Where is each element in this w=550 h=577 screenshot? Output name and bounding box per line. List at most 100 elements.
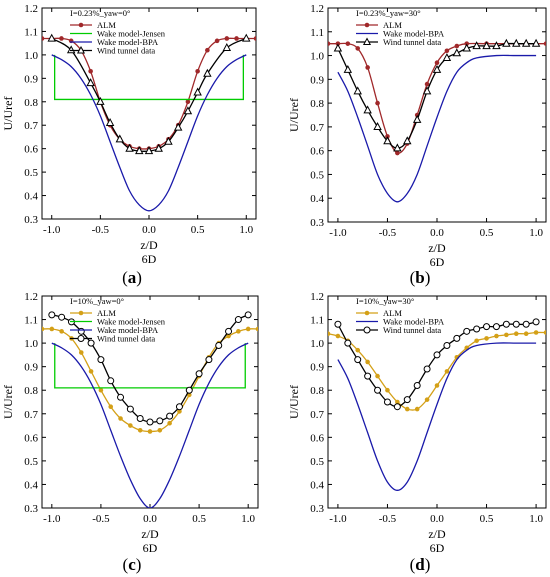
y-tick-label-a: 0.4 xyxy=(24,191,38,203)
data-point-a xyxy=(222,42,232,51)
data-point-b xyxy=(444,48,450,54)
y-tick-label-c: 1.1 xyxy=(24,315,38,327)
data-point-d xyxy=(404,406,410,412)
x-axis-label-a: z/D xyxy=(140,238,158,252)
data-point-c xyxy=(166,412,174,420)
data-point-d xyxy=(474,338,479,344)
x-tick-label-d: 0.0 xyxy=(430,513,444,525)
y-tick-label-d: 1.0 xyxy=(310,338,324,350)
x-tick-label-d: 1.0 xyxy=(529,513,543,525)
y-tick-label-d: 1.2 xyxy=(310,291,324,303)
x-tick-label-d: -0.5 xyxy=(379,513,397,525)
x-axis-sublabel-a: 6D xyxy=(142,252,157,266)
panel-d-label: (d) xyxy=(410,555,431,574)
data-point-d xyxy=(494,333,499,339)
data-point-c xyxy=(236,329,241,334)
data-point-c xyxy=(226,333,231,339)
y-tick-label-b: 1.2 xyxy=(310,3,324,15)
data-point-c xyxy=(126,405,134,413)
y-tick-label-b: 0.5 xyxy=(310,169,324,181)
data-point-d xyxy=(523,331,529,336)
y-tick-label-c: 0.3 xyxy=(24,503,38,515)
y-tick-label-d: 0.4 xyxy=(310,479,324,491)
data-point-c xyxy=(58,313,66,321)
data-point-b xyxy=(393,143,402,152)
legend-label-d: Wind tunnel data xyxy=(383,325,441,335)
data-point-b xyxy=(521,38,531,47)
data-point-a xyxy=(115,134,125,143)
y-tick-label-d: 1.1 xyxy=(310,315,324,327)
legend-label-a: ALM xyxy=(97,20,116,30)
series-line-d xyxy=(328,331,546,411)
data-point-c xyxy=(87,339,95,347)
y-axis-label-c: U/Uref xyxy=(1,385,15,419)
data-point-d xyxy=(444,369,450,374)
data-point-b xyxy=(353,86,362,95)
x-tick-label-a: -0.5 xyxy=(92,224,110,236)
data-point-a xyxy=(144,146,154,155)
series-line-c xyxy=(51,342,249,508)
data-point-b xyxy=(512,38,521,47)
y-tick-label-b: 1.1 xyxy=(310,27,324,39)
data-point-b xyxy=(472,41,481,50)
data-point-c xyxy=(77,327,85,335)
series-line-a xyxy=(54,54,244,101)
data-point-c xyxy=(156,417,164,425)
data-point-b xyxy=(412,114,422,123)
data-point-c xyxy=(167,420,172,426)
data-point-d xyxy=(344,339,352,347)
data-point-d xyxy=(504,332,509,338)
data-point-a xyxy=(224,36,230,41)
data-point-d xyxy=(424,397,430,402)
chart-title-d: I=10%_yaw=30° xyxy=(356,296,414,306)
x-axis-sublabel-b: 6D xyxy=(430,255,445,269)
data-point-b xyxy=(345,41,351,46)
plot-area-a: 0.3 0.4 0.5 0.6 0.7 0.8 0.9 1.0 1.1 1.2 -1.0 -0.5 0.… xyxy=(1,3,257,266)
legend-marker-a xyxy=(78,22,84,28)
panel-b-label: (b) xyxy=(410,268,431,287)
y-tick-label-b: 1.0 xyxy=(310,51,324,63)
data-point-d xyxy=(374,386,382,394)
data-point-a xyxy=(96,96,105,105)
y-tick-label-b: 0.8 xyxy=(310,98,324,110)
data-point-d xyxy=(453,334,461,342)
y-tick-label-d: 0.9 xyxy=(310,362,324,374)
data-point-a xyxy=(164,136,173,145)
data-point-b xyxy=(434,60,440,65)
series-group-a xyxy=(42,33,256,212)
data-point-c xyxy=(225,327,233,335)
series-line-c xyxy=(54,343,246,389)
x-tick-label-b: 1.0 xyxy=(529,227,543,239)
data-point-b xyxy=(403,136,412,145)
data-point-b xyxy=(442,53,452,62)
data-point-c xyxy=(185,386,193,394)
data-point-d xyxy=(413,382,421,390)
y-tick-label-b: 0.9 xyxy=(310,74,324,86)
legend-marker-b xyxy=(364,22,370,28)
data-point-d xyxy=(423,365,431,373)
y-tick-label-a: 0.7 xyxy=(24,120,38,132)
y-tick-label-a: 0.3 xyxy=(24,214,38,226)
legend-label-d: Wake model-BPA xyxy=(383,317,445,327)
y-tick-label-b: 0.3 xyxy=(310,217,324,229)
legend-label-c: ALM xyxy=(97,308,116,318)
data-point-b xyxy=(328,41,331,46)
data-point-d xyxy=(492,323,500,331)
series-line-b xyxy=(337,42,537,149)
legend-marker-c xyxy=(78,310,84,316)
data-point-d xyxy=(393,403,401,411)
data-point-c xyxy=(234,316,242,324)
legend-marker-b xyxy=(362,37,372,45)
data-point-b xyxy=(462,43,471,52)
y-tick-label-a: 0.8 xyxy=(24,97,38,109)
y-tick-label-a: 0.5 xyxy=(24,167,38,179)
data-point-c xyxy=(59,329,64,334)
data-point-b xyxy=(363,105,372,114)
legend-label-c: Wake model-Jensen xyxy=(97,317,166,327)
data-point-d xyxy=(403,396,411,404)
data-point-d xyxy=(395,399,400,405)
data-point-c xyxy=(88,369,94,374)
data-point-b xyxy=(333,43,343,52)
y-tick-label-d: 0.6 xyxy=(310,432,324,444)
data-point-d xyxy=(328,331,331,336)
